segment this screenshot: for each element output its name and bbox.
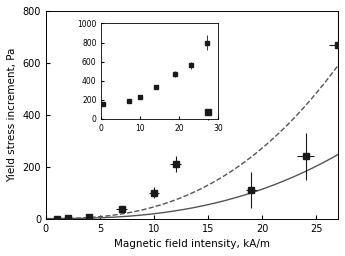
X-axis label: Magnetic field intensity, kA/m: Magnetic field intensity, kA/m [114,239,270,249]
Y-axis label: Yield stress increment, Pa: Yield stress increment, Pa [7,48,17,182]
